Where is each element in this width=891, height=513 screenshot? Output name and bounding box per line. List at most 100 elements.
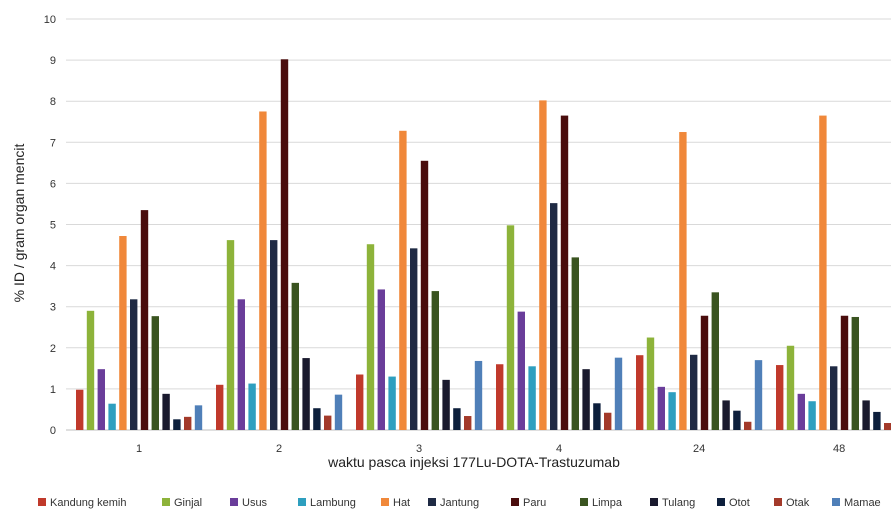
bar <box>539 100 547 431</box>
y-tick-label: 5 <box>50 220 56 232</box>
bar <box>474 360 483 430</box>
y-axis-title: % ID / gram organ mencit <box>11 144 27 303</box>
bar <box>291 282 299 430</box>
bar <box>86 310 95 430</box>
bar <box>786 345 795 430</box>
legend-label: Otak <box>786 497 810 509</box>
bar <box>366 244 375 430</box>
bar <box>851 316 859 430</box>
bar <box>399 130 407 431</box>
legend-swatch <box>511 498 519 506</box>
y-tick-label: 10 <box>44 14 56 26</box>
bar <box>324 415 332 430</box>
bar <box>356 374 364 430</box>
bar <box>280 59 289 430</box>
x-tick-label: 4 <box>556 443 562 455</box>
bar <box>528 366 536 430</box>
bar <box>560 115 569 431</box>
legend-label: Mamae <box>844 497 881 509</box>
y-tick-label: 4 <box>50 261 56 273</box>
bar <box>173 419 181 430</box>
bar <box>604 412 612 430</box>
legend-label: Lambung <box>310 497 356 509</box>
legend-swatch <box>774 498 782 506</box>
bar <box>668 392 676 430</box>
legend-label: Limpa <box>592 497 623 509</box>
bar <box>808 401 816 430</box>
bar <box>76 389 84 430</box>
bar <box>797 393 805 430</box>
bar <box>636 355 644 430</box>
bar <box>130 299 138 430</box>
legend-swatch <box>650 498 658 506</box>
legend-label: Jantung <box>440 497 479 509</box>
bar <box>237 299 245 430</box>
bar <box>140 210 149 430</box>
bar <box>442 379 450 430</box>
bar <box>151 316 159 430</box>
bar <box>388 376 396 430</box>
bar <box>226 240 235 430</box>
bar <box>194 405 203 430</box>
bar <box>873 411 881 430</box>
y-tick-label: 6 <box>50 178 56 190</box>
bar <box>377 289 385 430</box>
legend-swatch <box>428 498 436 506</box>
y-tick-label: 7 <box>50 137 56 149</box>
bar <box>259 111 267 430</box>
legend: Kandung kemih Ginjal Usus Lambung Hat Jantung… <box>38 497 881 509</box>
bar <box>431 291 439 430</box>
x-tick-label: 24 <box>693 443 705 455</box>
bar <box>453 408 461 430</box>
bar <box>733 410 741 430</box>
bar <box>496 364 504 430</box>
legend-swatch <box>230 498 238 506</box>
bar <box>679 132 687 430</box>
y-tick-label: 8 <box>50 96 56 108</box>
legend-label: Tulang <box>662 497 695 509</box>
bar <box>614 357 623 430</box>
legend-swatch <box>38 498 46 506</box>
bar <box>420 160 429 431</box>
bar <box>248 383 256 430</box>
y-axis-ticks: 0 1 2 3 4 5 6 7 8 9 10 <box>44 14 56 437</box>
bar <box>690 354 698 430</box>
x-tick-label: 3 <box>416 443 422 455</box>
bar <box>571 257 579 430</box>
bar <box>582 369 590 430</box>
bar <box>862 400 870 430</box>
legend-label: Otot <box>729 497 750 509</box>
bar <box>646 337 655 430</box>
x-axis-ticks: 1 2 3 4 24 48 <box>136 443 845 455</box>
bar <box>711 292 719 430</box>
y-tick-label: 0 <box>50 425 56 437</box>
x-tick-label: 48 <box>833 443 845 455</box>
bar <box>302 358 310 430</box>
legend-swatch <box>162 498 170 506</box>
bar <box>270 240 278 430</box>
legend-label: Kandung kemih <box>50 497 126 509</box>
bar <box>754 360 763 430</box>
bar <box>334 394 343 430</box>
y-tick-label: 9 <box>50 55 56 67</box>
bar <box>216 384 224 430</box>
gridlines <box>66 18 891 431</box>
bar <box>464 416 472 430</box>
bar <box>162 393 170 430</box>
legend-label: Paru <box>523 497 546 509</box>
legend-label: Ginjal <box>174 497 202 509</box>
legend-swatch <box>381 498 389 506</box>
bar <box>313 408 321 430</box>
bar <box>550 203 558 430</box>
bar <box>657 386 665 430</box>
bar <box>830 366 838 430</box>
bar <box>108 403 116 430</box>
bar <box>819 115 827 431</box>
bar <box>410 248 418 430</box>
y-tick-label: 3 <box>50 302 56 314</box>
y-tick-label: 1 <box>50 384 56 396</box>
x-axis-title: waktu pasca injeksi 177Lu-DOTA-Trastuzum… <box>327 454 620 470</box>
bar <box>744 421 752 430</box>
legend-swatch <box>717 498 725 506</box>
